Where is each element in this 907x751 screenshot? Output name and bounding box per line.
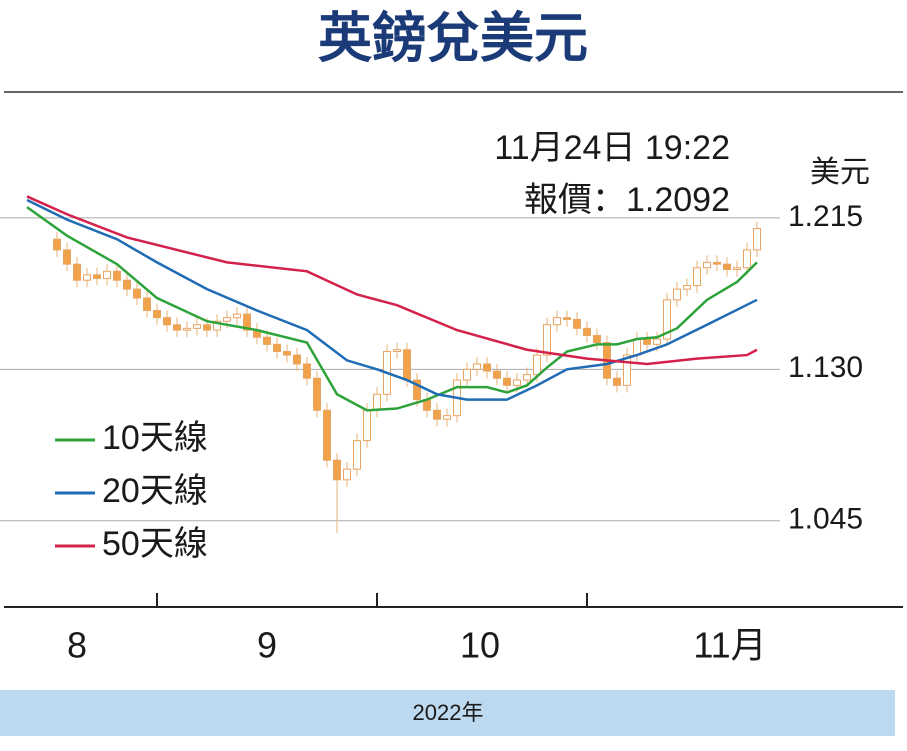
candle-body (563, 317, 571, 320)
candle-body (223, 317, 231, 322)
candle-body (83, 274, 91, 281)
candle-body (683, 285, 691, 290)
candle-body (593, 334, 601, 344)
candle-body (693, 267, 701, 287)
candle-body (93, 274, 101, 279)
footer-band (0, 690, 895, 736)
x-tick-label: 10 (460, 625, 500, 666)
candle-body (753, 228, 761, 251)
ma-line (26, 206, 758, 412)
candle-body (323, 409, 331, 461)
candle-body (483, 363, 491, 372)
x-tick-label: 8 (67, 625, 87, 666)
chart-title: 英鎊兌美元 (318, 8, 588, 68)
candle-body (163, 317, 171, 326)
candle-body (493, 370, 501, 379)
legend-label: 50天線 (102, 525, 208, 563)
candle-body (53, 238, 61, 251)
y-tick-label: 1.045 (788, 503, 863, 536)
candle-body (523, 374, 531, 381)
candle-body (133, 288, 141, 299)
candle-body (513, 379, 521, 386)
candle-body (443, 415, 451, 420)
candle-body (273, 343, 281, 353)
candle-body (193, 324, 201, 329)
candle-body (713, 261, 721, 265)
candle-body (123, 279, 131, 290)
candle-body (403, 349, 411, 381)
annotation: 報價：1.2092 (524, 181, 730, 219)
candle-body (723, 263, 731, 271)
candle-body (583, 327, 591, 336)
x-tick-label: 11月 (693, 625, 766, 666)
candle-body (263, 336, 271, 345)
candle-body (633, 338, 641, 356)
legend-label: 20天線 (102, 472, 208, 510)
candle-body (243, 313, 251, 331)
candle-body (373, 393, 381, 411)
y-tick-label: 1.130 (788, 351, 863, 384)
x-tick-label: 9 (257, 625, 277, 666)
candle-body (343, 468, 351, 481)
candle-body (173, 324, 181, 331)
y-axis-label: 美元 (810, 156, 870, 189)
candle-body (303, 363, 311, 379)
candle-body (663, 299, 671, 340)
candle-body (153, 310, 161, 319)
legend-label: 10天線 (102, 419, 208, 457)
candle-body (363, 409, 371, 442)
candle-body (433, 409, 441, 420)
candle-body (213, 320, 221, 331)
candle-body (203, 324, 211, 331)
annotation: 11月24日 19:22 (494, 129, 730, 167)
candle-body (63, 249, 71, 265)
y-tick-label: 1.215 (788, 200, 863, 233)
ma-line (26, 198, 758, 401)
candle-body (673, 288, 681, 301)
candle-body (293, 354, 301, 365)
candle-body (353, 440, 361, 470)
candle-body (553, 317, 561, 326)
x-axis-label: 2022年 (413, 700, 484, 725)
candle-body (623, 354, 631, 386)
candle-body (463, 368, 471, 381)
candle-body (653, 338, 661, 345)
candle-body (283, 351, 291, 356)
candle-body (543, 324, 551, 356)
candle-body (413, 379, 421, 401)
candle-body (743, 249, 751, 269)
candle-body (103, 270, 111, 279)
candle-body (333, 459, 341, 481)
candle-body (183, 327, 191, 331)
candle-body (573, 318, 581, 329)
ma-line (26, 195, 758, 366)
candle-body (233, 313, 241, 319)
candle-body (113, 270, 121, 281)
candle-body (613, 377, 621, 386)
candle-body (473, 363, 481, 370)
candle-body (643, 338, 651, 345)
candle-body (703, 261, 711, 269)
candle-body (533, 354, 541, 376)
candle-body (393, 349, 401, 353)
candle-body (73, 263, 81, 281)
candle-body (503, 377, 511, 386)
candle-body (733, 267, 741, 271)
candle-body (143, 297, 151, 312)
candle-body (313, 377, 321, 411)
